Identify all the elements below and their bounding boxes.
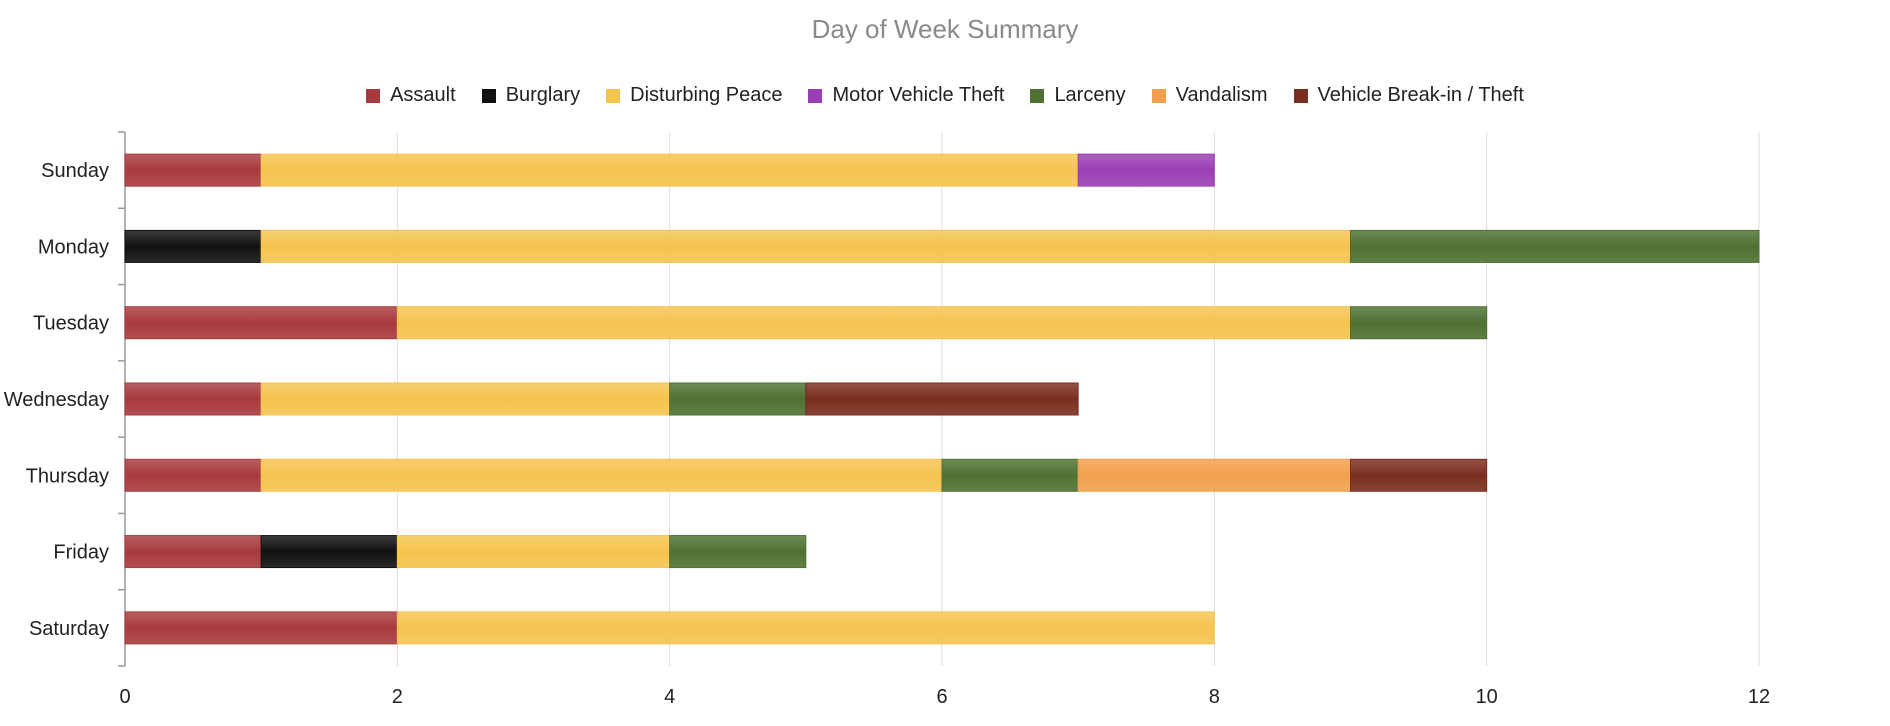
bar-segment (260, 535, 398, 569)
x-tick-label: 0 (119, 686, 130, 708)
bar-segment (805, 382, 1079, 416)
legend-label: Vandalism (1175, 84, 1268, 106)
bar-segment (396, 306, 1352, 340)
x-tick-label: 10 (1476, 686, 1498, 708)
bar-segment (1350, 458, 1488, 492)
bar-segment (260, 153, 1079, 187)
x-tick-label: 6 (936, 686, 947, 708)
y-category-label: Saturday (29, 618, 109, 640)
legend-item[interactable]: Disturbing Peace (606, 84, 782, 107)
bar-segment (124, 458, 262, 492)
legend-label: Vehicle Break-in / Theft (1317, 84, 1524, 106)
bar-segment (1350, 229, 1760, 263)
bar-segment (260, 229, 1352, 263)
bar-segment (1077, 458, 1351, 492)
bar-segment (1350, 306, 1488, 340)
legend-swatch (1151, 88, 1166, 103)
legend-swatch (808, 88, 823, 103)
bar-segment (260, 458, 943, 492)
legend-item[interactable]: Larceny (1030, 84, 1126, 107)
legend-item[interactable]: Burglary (481, 84, 581, 107)
legend-label: Burglary (505, 84, 581, 106)
bar-segment (124, 229, 262, 263)
y-category-label: Tuesday (33, 313, 109, 335)
x-tick-label: 12 (1748, 686, 1770, 708)
legend-item[interactable]: Vehicle Break-in / Theft (1293, 84, 1524, 107)
chart-title: Day of Week Summary (811, 14, 1079, 44)
x-tick-label: 4 (664, 686, 675, 708)
bar-segment (124, 153, 262, 187)
legend-label: Larceny (1054, 84, 1126, 106)
chart-legend: Assault Burglary Disturbing Peace Motor Veh… (0, 84, 1890, 107)
bar-segment (396, 611, 1215, 645)
legend-swatch (366, 88, 381, 103)
legend-label: Assault (390, 84, 456, 106)
bar-segment (124, 306, 398, 340)
bar-segment (260, 382, 671, 416)
y-category-label: Monday (38, 236, 109, 258)
y-category-label: Thursday (26, 465, 109, 487)
legend-swatch (606, 88, 621, 103)
bar-segment (1077, 153, 1215, 187)
x-tick-label: 8 (1209, 686, 1220, 708)
bar-segment (669, 535, 807, 569)
x-tick-label: 2 (392, 686, 403, 708)
legend-label: Disturbing Peace (630, 84, 783, 106)
legend-swatch (1293, 88, 1308, 103)
bar-segment (396, 535, 671, 569)
bar-segment (669, 382, 807, 416)
bar-segment (124, 611, 398, 645)
legend-swatch (481, 88, 496, 103)
y-category-label: Friday (53, 542, 109, 564)
legend-item[interactable]: Vandalism (1151, 84, 1268, 107)
legend-label: Motor Vehicle Theft (832, 84, 1005, 106)
bar-segment (941, 458, 1079, 492)
legend-swatch (1030, 88, 1045, 103)
y-category-label: Sunday (41, 160, 109, 182)
legend-item[interactable]: Assault (366, 84, 456, 107)
bar-segment (124, 535, 262, 569)
bar-segment (124, 382, 262, 416)
y-category-label: Wednesday (4, 389, 109, 411)
legend-item[interactable]: Motor Vehicle Theft (808, 84, 1004, 107)
